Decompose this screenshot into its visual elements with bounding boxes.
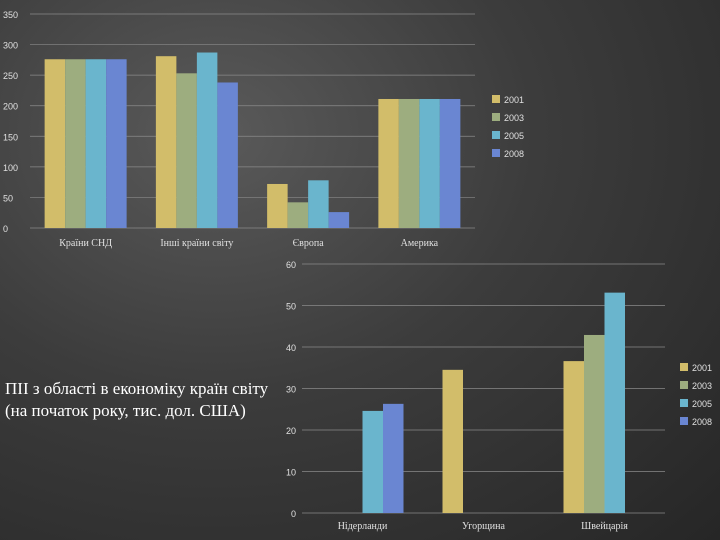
y-tick-label: 250 bbox=[3, 71, 18, 81]
legend-swatch bbox=[680, 399, 688, 407]
legend-swatch bbox=[680, 417, 688, 425]
x-category-label: Нідерланди bbox=[338, 521, 388, 532]
bar bbox=[155, 56, 177, 229]
bar bbox=[176, 73, 197, 229]
x-category-label: Країни СНД bbox=[59, 238, 112, 249]
legend-swatch bbox=[680, 363, 688, 371]
x-category-label: Європа bbox=[293, 238, 325, 249]
y-tick-label: 0 bbox=[3, 224, 8, 234]
legend-label: 2005 bbox=[504, 131, 524, 141]
x-category-label: Інші країни світу bbox=[160, 238, 233, 249]
y-tick-label: 60 bbox=[286, 260, 296, 270]
y-tick-label: 50 bbox=[3, 193, 13, 203]
legend-label: 2008 bbox=[692, 417, 712, 427]
legend-label: 2003 bbox=[504, 113, 524, 123]
y-tick-label: 300 bbox=[3, 41, 18, 51]
legend-label: 2001 bbox=[692, 363, 712, 373]
bar bbox=[604, 292, 625, 513]
bar bbox=[328, 212, 350, 228]
bar bbox=[106, 59, 127, 229]
bar bbox=[44, 59, 66, 229]
bar bbox=[563, 361, 584, 513]
bar bbox=[65, 59, 86, 229]
caption: ПІІ з області в економіку країн світу (н… bbox=[5, 379, 269, 420]
bar bbox=[398, 98, 420, 228]
legend-swatch bbox=[492, 95, 500, 103]
x-category-label: Швейцарія bbox=[581, 521, 628, 532]
y-tick-label: 30 bbox=[286, 385, 296, 395]
y-tick-label: 20 bbox=[286, 426, 296, 436]
bar bbox=[308, 180, 329, 228]
legend-swatch bbox=[492, 131, 500, 139]
bar bbox=[362, 410, 383, 513]
y-tick-label: 0 bbox=[291, 509, 296, 519]
bar bbox=[196, 52, 218, 228]
legend-label: 2005 bbox=[692, 399, 712, 409]
bar bbox=[442, 369, 463, 513]
bar bbox=[378, 98, 399, 228]
bar bbox=[287, 202, 309, 228]
legend-label: 2008 bbox=[504, 149, 524, 159]
bar bbox=[85, 59, 107, 229]
legend-label: 2003 bbox=[692, 381, 712, 391]
bar bbox=[217, 82, 238, 228]
legend-swatch bbox=[680, 381, 688, 389]
bar bbox=[419, 98, 440, 228]
x-category-label: Америка bbox=[401, 238, 439, 249]
y-tick-label: 350 bbox=[3, 10, 18, 20]
x-category-label: Угорщина bbox=[462, 521, 505, 532]
bar bbox=[439, 98, 461, 228]
y-tick-label: 10 bbox=[286, 468, 296, 478]
bar bbox=[584, 334, 605, 513]
legend-swatch bbox=[492, 113, 500, 121]
y-tick-label: 200 bbox=[3, 102, 18, 112]
bar bbox=[267, 183, 288, 228]
y-tick-label: 150 bbox=[3, 132, 18, 142]
y-tick-label: 40 bbox=[286, 343, 296, 353]
bar bbox=[383, 403, 404, 513]
legend-swatch bbox=[492, 149, 500, 157]
legend-label: 2001 bbox=[504, 95, 524, 105]
y-tick-label: 50 bbox=[286, 302, 296, 312]
y-tick-label: 100 bbox=[3, 163, 18, 173]
